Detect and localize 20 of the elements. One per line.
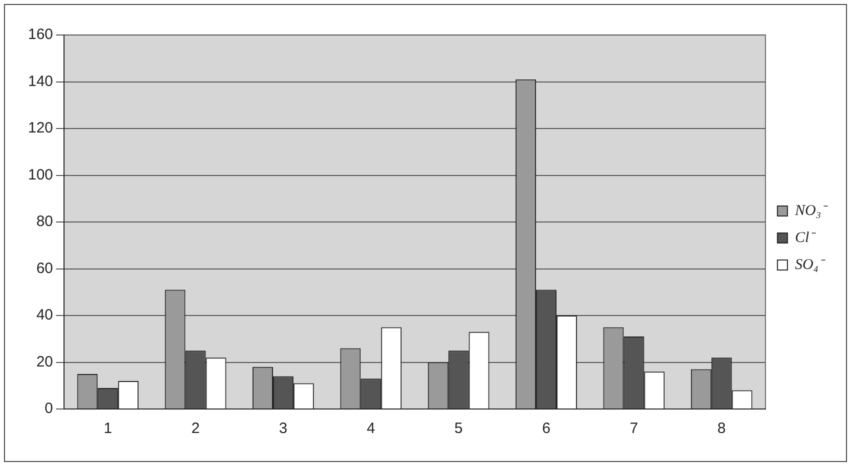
legend-label: SO₄⁻ bbox=[794, 256, 826, 273]
x-tick-label: 4 bbox=[366, 420, 376, 438]
x-tick-label: 7 bbox=[630, 420, 638, 438]
x-tick-label: 5 bbox=[454, 420, 463, 438]
y-tick-label: 20 bbox=[36, 353, 54, 370]
x-tick-label: 8 bbox=[717, 420, 726, 438]
x-tick-label: 6 bbox=[542, 420, 550, 438]
y-tick-label: 0 bbox=[44, 400, 54, 418]
y-tick-label: 160 bbox=[28, 26, 54, 44]
legend-label: NO₃⁻ bbox=[794, 202, 828, 219]
y-tick-label: 120 bbox=[28, 120, 54, 137]
y-tick-label: 100 bbox=[28, 166, 54, 184]
y-tick-label: 40 bbox=[36, 306, 54, 324]
y-tick-label: 60 bbox=[36, 260, 54, 277]
y-tick-label: 80 bbox=[36, 213, 54, 230]
legend-label: Cl⁻ bbox=[794, 230, 816, 246]
y-tick-label: 140 bbox=[28, 72, 54, 90]
x-tick-label: 2 bbox=[191, 420, 200, 438]
x-tick-label: 1 bbox=[104, 420, 112, 438]
x-tick-label: 3 bbox=[279, 420, 288, 438]
